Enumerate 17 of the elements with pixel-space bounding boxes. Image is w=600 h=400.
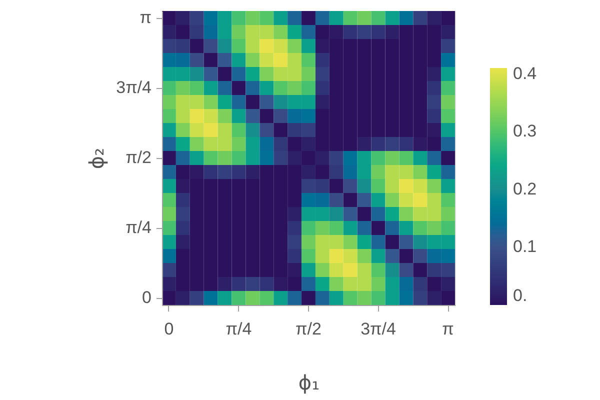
y-tick-label: π	[140, 8, 152, 27]
color-bar-label: 0.	[513, 286, 528, 305]
x-tick-label: π	[442, 320, 454, 338]
y-tick-label: π/4	[126, 218, 152, 237]
color-bar-label: 0.1	[513, 237, 537, 256]
x-axis-title: ϕ₁	[298, 370, 320, 394]
color-bar-label: 0.3	[513, 122, 537, 141]
x-tick-label: π/2	[296, 320, 322, 338]
y-tick-label: 0	[142, 288, 152, 307]
y-axis-title: ϕ₂	[84, 148, 108, 170]
color-bar-label: 0.2	[513, 179, 537, 198]
x-tick-label: π/4	[226, 320, 252, 338]
y-tick-label: 3π/4	[116, 78, 152, 97]
y-tick-label: π/2	[126, 148, 152, 167]
x-tick-label: 3π/4	[360, 320, 396, 338]
x-tick-label: 0	[164, 320, 174, 338]
color-bar-label: 0.4	[513, 64, 537, 83]
